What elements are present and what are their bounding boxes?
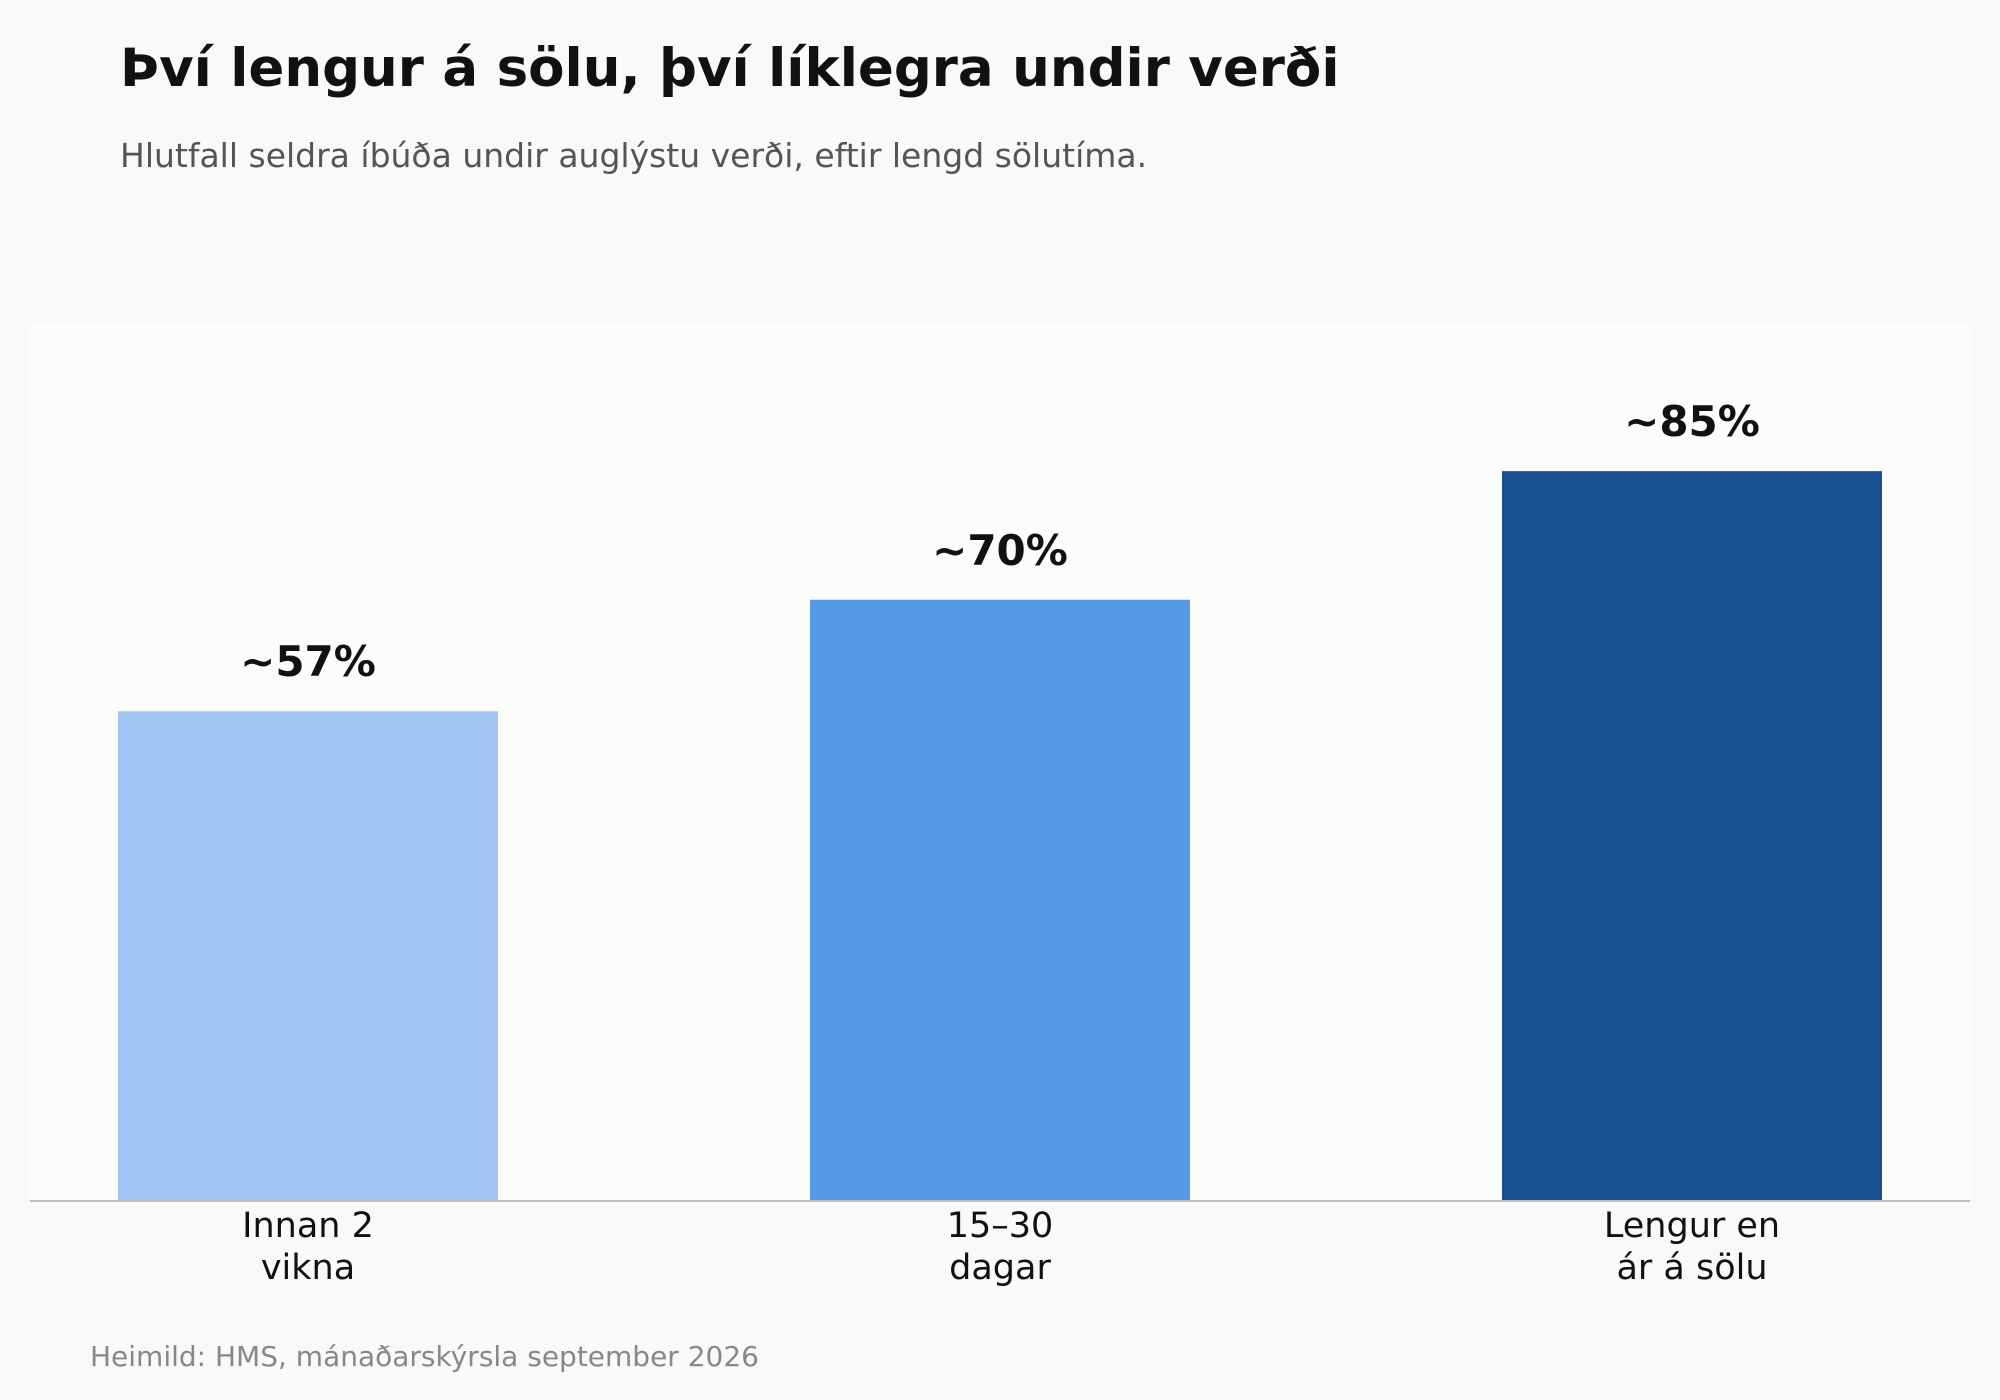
data-label-2: ~70% — [932, 526, 1068, 575]
x-tick-line: dagar — [949, 1248, 1051, 1288]
x-tick-label-1: Innan 2 vikna — [242, 1206, 374, 1288]
bar-chart: ~57% Innan 2 vikna ~70% 15–30 dagar ~85% Lengur… — [30, 397, 1970, 1288]
x-tick-label-2: 15–30 dagar — [947, 1206, 1054, 1288]
x-tick-line: 15–30 — [947, 1206, 1054, 1246]
x-tick-line: vikna — [261, 1248, 355, 1288]
chart-subtitle: Hlutfall seldra íbúða undir auglýstu ver… — [120, 136, 1148, 175]
x-tick-label-3: Lengur en ár á sölu — [1604, 1206, 1780, 1288]
bar-3 — [1502, 471, 1882, 1200]
source-note: Heimild: HMS, mánaðarskýrsla september 2… — [90, 1340, 759, 1373]
bar-1 — [118, 711, 498, 1200]
chart-title: Því lengur á sölu, því líklegra undir ve… — [120, 38, 1340, 99]
x-tick-line: ár á sölu — [1616, 1248, 1767, 1288]
bar-2 — [810, 599, 1190, 1200]
data-label-3: ~85% — [1624, 397, 1760, 446]
data-label-1: ~57% — [240, 637, 376, 686]
x-tick-line: Innan 2 — [242, 1206, 374, 1246]
x-tick-line: Lengur en — [1604, 1206, 1780, 1246]
